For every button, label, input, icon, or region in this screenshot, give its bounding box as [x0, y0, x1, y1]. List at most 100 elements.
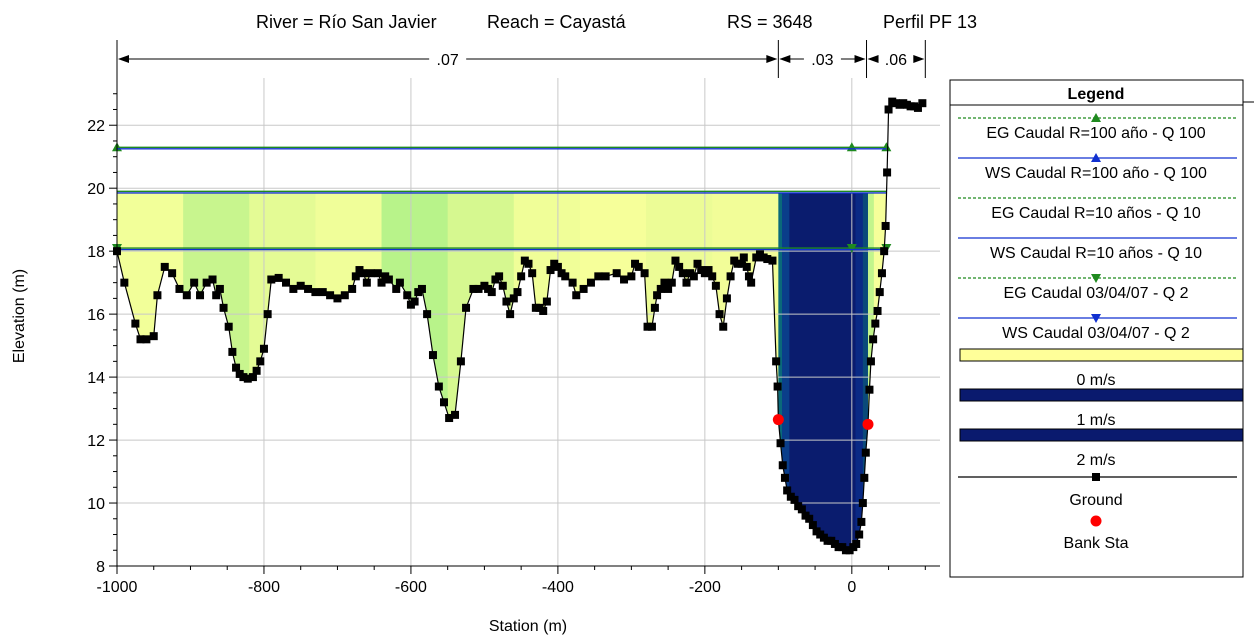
ground-point-26: [256, 357, 265, 366]
level-marker-eg_q2-1: [846, 244, 857, 254]
ground-point-93: [586, 278, 595, 287]
ground-point-83: [539, 306, 548, 315]
ground-point-100: [634, 262, 643, 271]
ground-point-34: [304, 284, 313, 293]
y-tick-label-8: 8: [96, 559, 105, 576]
ground-point-71: [495, 272, 504, 281]
ground-point-188: [913, 103, 922, 112]
ground-point-1: [120, 278, 129, 287]
legend-swatch-8: [959, 428, 1244, 442]
ground-point-14: [208, 275, 217, 284]
y-tick-label-12: 12: [87, 433, 105, 450]
legend-marker-10: [1090, 515, 1102, 527]
velocity-zone-13: [855, 192, 864, 551]
ground-point-103: [647, 322, 656, 331]
ground-point-108: [664, 284, 673, 293]
ground-point-104: [650, 303, 659, 312]
ground-point-6: [153, 291, 162, 300]
ground-point-23: [243, 374, 252, 383]
ground-point-138: [772, 357, 781, 366]
ground-point-24: [248, 373, 257, 382]
y-tick-label-14: 14: [87, 370, 105, 387]
velocity-zone-10: [778, 192, 783, 551]
ground-point-47: [377, 278, 386, 287]
ground-point-176: [877, 269, 886, 278]
ground-point-112: [678, 269, 687, 278]
ground-point-148: [797, 505, 806, 514]
ground-point-116: [693, 259, 702, 268]
ground-point-66: [474, 284, 483, 293]
ground-point-38: [333, 294, 342, 303]
ground-point-65: [469, 284, 478, 293]
ground-point-59: [434, 382, 443, 391]
axes: [109, 78, 940, 574]
legend-swatch-6: [959, 348, 1244, 362]
ground-point-17: [219, 303, 228, 312]
ground-point-102: [643, 322, 652, 331]
ground-point-175: [875, 288, 884, 297]
ground-point-90: [568, 278, 577, 287]
chart-title: River = Río San Javier Reach = Cayastá R…: [256, 12, 977, 32]
ground-point-62: [451, 410, 460, 419]
ground-point-28: [263, 310, 272, 319]
ground-point-89: [561, 272, 570, 281]
ground-point-51: [395, 278, 404, 287]
ground-point-119: [704, 266, 713, 275]
ground-point-15: [212, 291, 221, 300]
ground-point-84: [542, 297, 551, 306]
ground-point-54: [410, 297, 419, 306]
legend-label-4: EG Caudal 03/04/07 - Q 2: [1004, 285, 1189, 302]
ground-point-189: [918, 99, 927, 108]
ground-point-18: [224, 322, 233, 331]
legend-label-1: WS Caudal R=100 año - Q 100: [985, 165, 1207, 182]
legend-marker-9: [1092, 473, 1100, 481]
ground-point-166: [858, 499, 867, 508]
ground-point-22: [239, 373, 248, 382]
velocity-zone-11: [782, 192, 790, 551]
tick-labels: 8 10 12 14 16 18 20 22 -1000 -800 -600 -400 -200 0: [87, 118, 856, 596]
ground-point-167: [860, 473, 869, 482]
ground-point-72: [498, 281, 507, 290]
x-tick-label-0: 0: [847, 579, 856, 596]
ground-point-69: [487, 288, 496, 297]
manning-value-0: .07: [437, 52, 459, 69]
legend-marker-4: [1091, 274, 1101, 283]
ground-point-5: [149, 332, 158, 341]
legend-label-7: 1 m/s: [1076, 412, 1115, 429]
ground-point-29: [267, 275, 276, 284]
ground-point-177: [880, 247, 889, 256]
ground-point-151: [808, 521, 817, 530]
title-river: River = Río San Javier: [256, 12, 437, 32]
ground-point-125: [726, 272, 735, 281]
ground-point-113: [682, 278, 691, 287]
manning-arrowhead-r-2: [913, 55, 925, 63]
ground-point-32: [289, 284, 298, 293]
bank-station-0: [772, 414, 784, 426]
x-tick-label--600: -600: [395, 579, 427, 596]
legend-label-10: Bank Sta: [1064, 535, 1129, 552]
y-tick-label-22: 22: [87, 118, 105, 135]
velocity-zone-7: [579, 192, 647, 551]
ground-point-131: [744, 272, 753, 281]
velocity-zone-8: [646, 192, 713, 551]
manning-value-2: .06: [885, 52, 907, 69]
ground-point-122: [715, 310, 724, 319]
ground-point-128: [737, 259, 746, 268]
manning-annotations: .07 .03 .06: [116, 40, 926, 78]
legend-label-9: Ground: [1069, 492, 1122, 509]
ground-point-40: [348, 284, 357, 293]
legend-swatch-7: [959, 388, 1244, 402]
legend-title: Legend: [1068, 86, 1125, 103]
manning-arrowhead-r-1: [854, 55, 866, 63]
manning-arrowhead-r-0: [766, 55, 778, 63]
y-tick-label-18: 18: [87, 244, 105, 261]
ground-point-143: [780, 473, 789, 482]
ground-point-80: [528, 269, 537, 278]
manning-value-1: .03: [811, 52, 833, 69]
ground-point-165: [857, 517, 866, 526]
ground-point-36: [318, 288, 327, 297]
ground-point-64: [462, 303, 471, 312]
velocity-zone-0: [117, 192, 184, 551]
ground-point-109: [667, 278, 676, 287]
